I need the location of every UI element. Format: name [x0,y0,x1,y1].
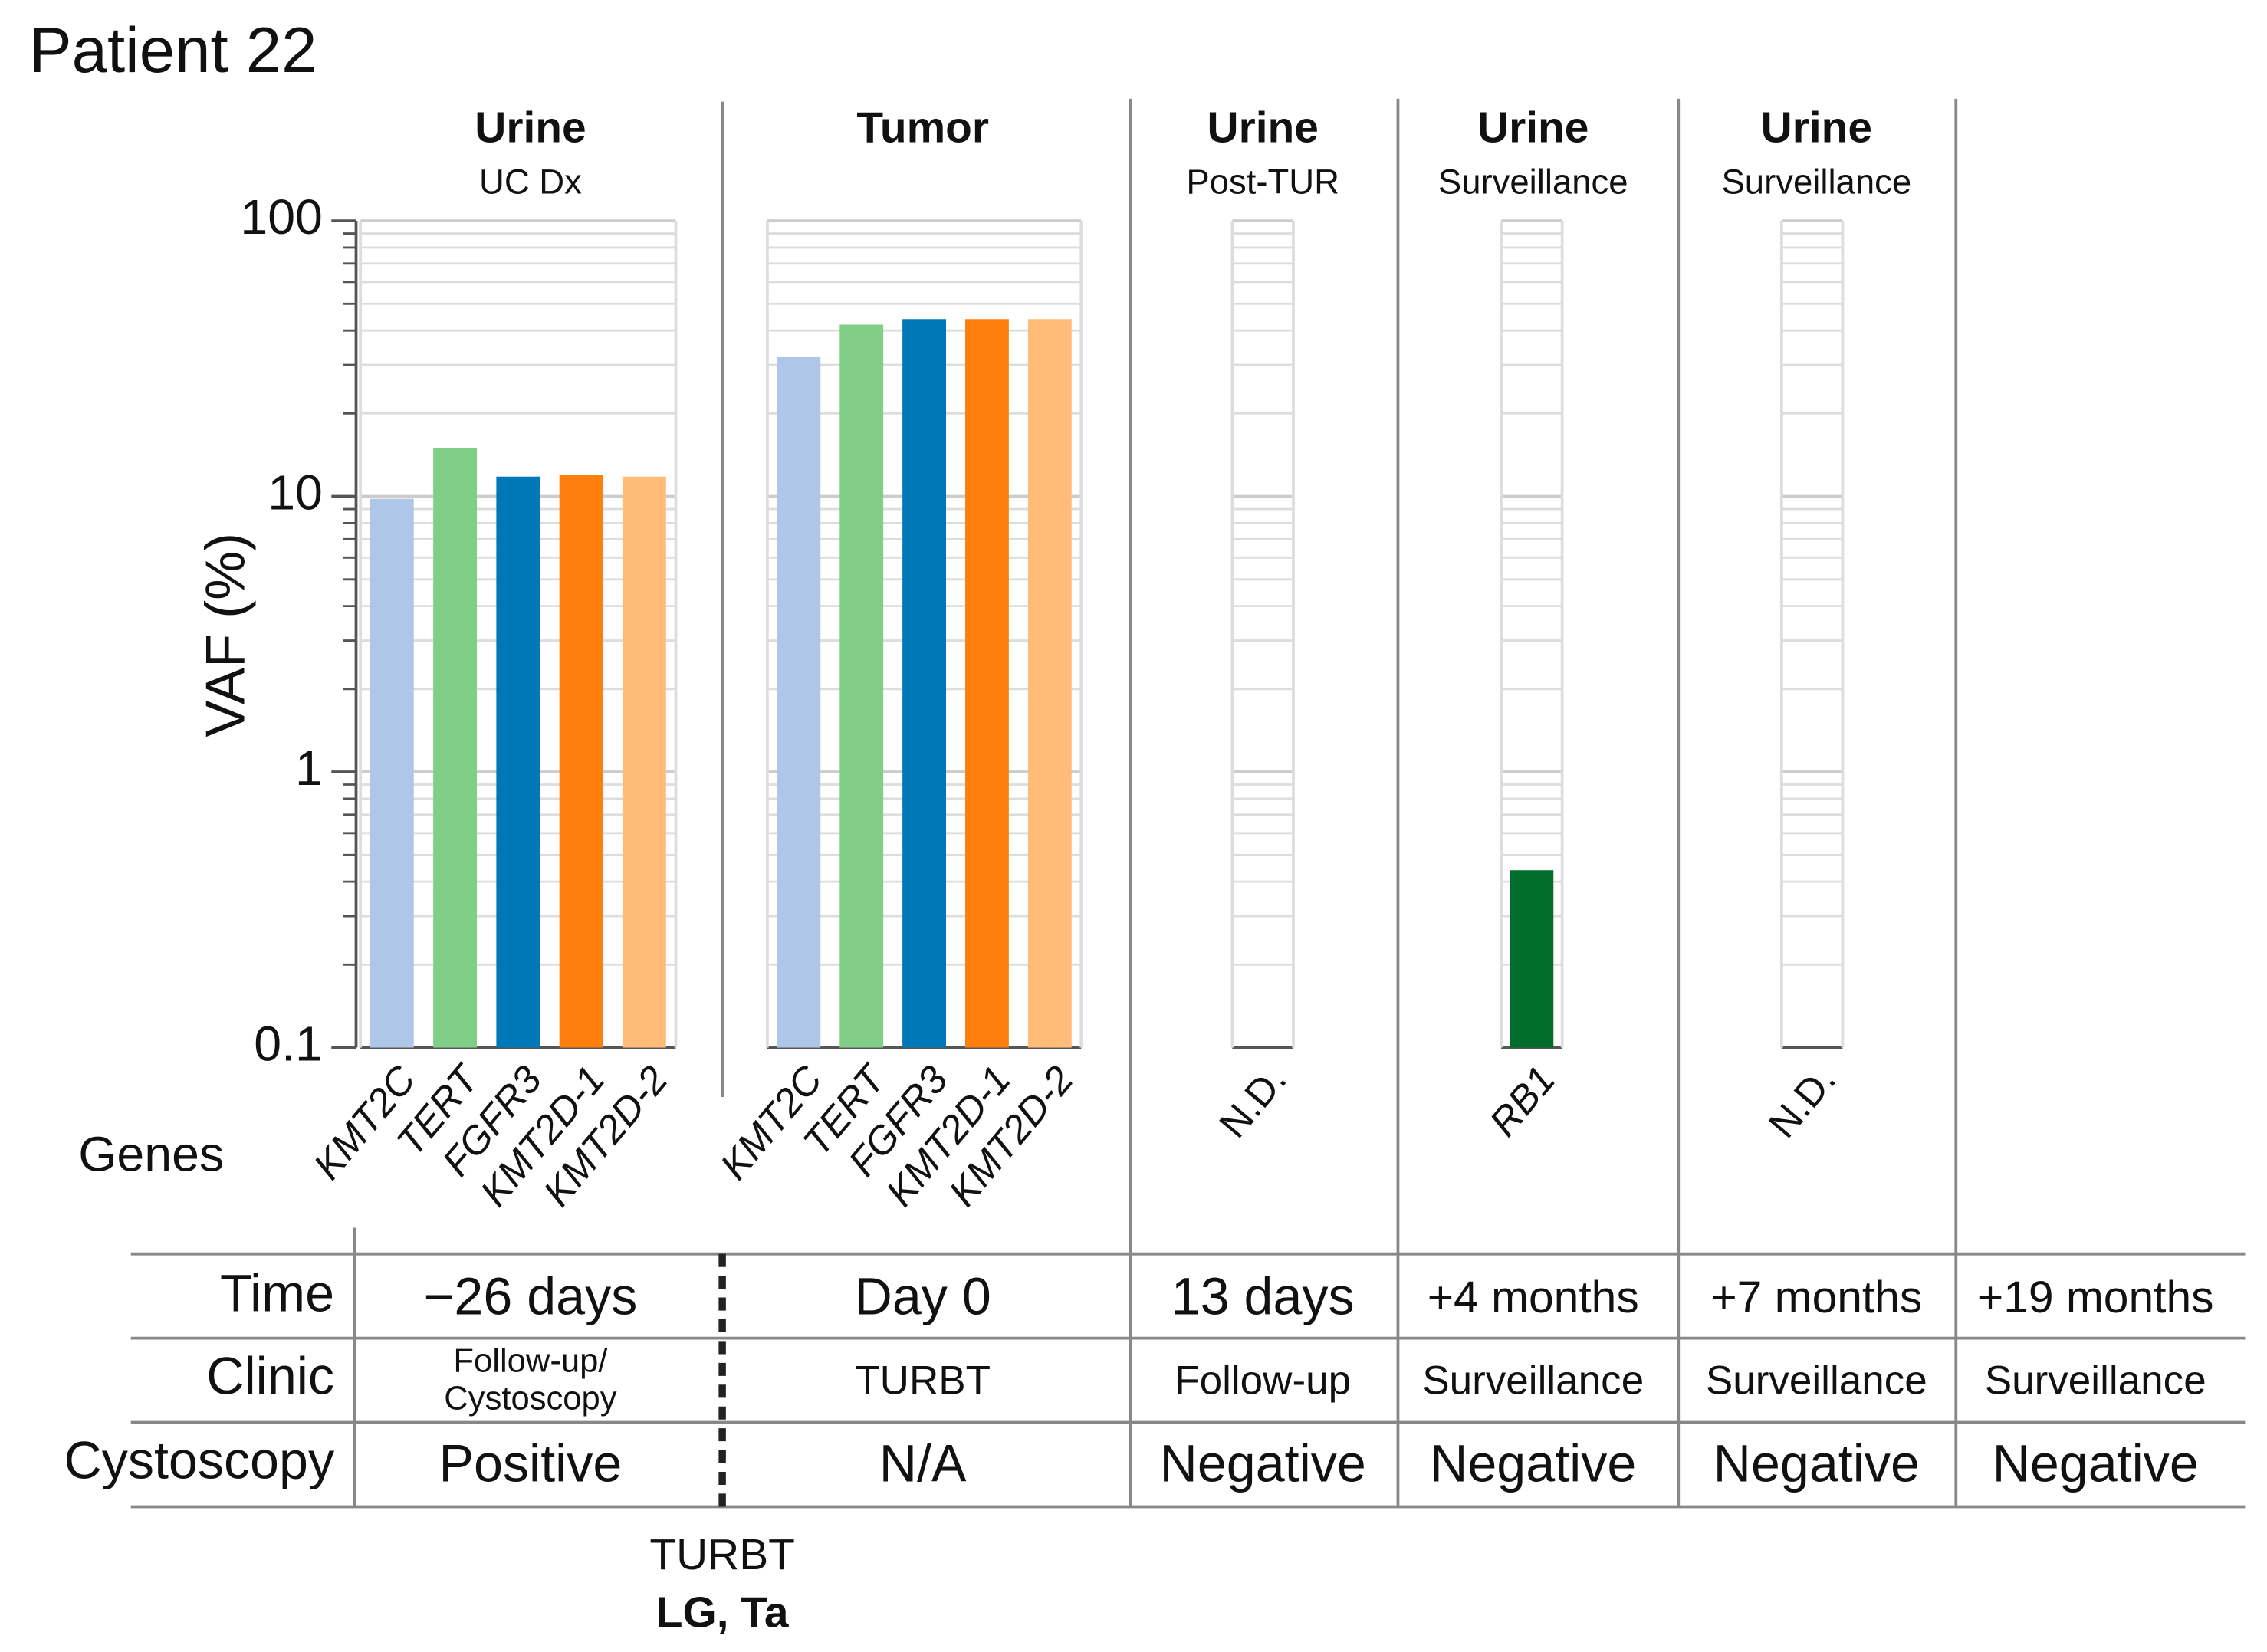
bar [1027,319,1072,1048]
x-tick-label: N.D. [1760,1058,1844,1146]
table-cell: Day 0 [855,1267,991,1325]
table-cell: Follow-up [1175,1358,1351,1403]
table-cell: Negative [1430,1434,1636,1493]
bar [1510,870,1554,1048]
table-cell: Negative [1713,1434,1920,1493]
table-cell: Positive [439,1434,622,1493]
annotation: TURBT [649,1531,795,1579]
bar [839,324,884,1048]
y-tick-label: 0.1 [254,1016,323,1072]
bar [902,319,947,1048]
x-axis-label: Genes [78,1127,224,1182]
y-tick-label: 1 [295,741,323,796]
table-cell: N/A [879,1434,967,1493]
panel-title: Tumor [856,104,989,153]
x-tick-label: N.D. [1211,1058,1294,1146]
panel-subtitle: Post-TUR [1186,163,1339,202]
row-label: Time [220,1265,334,1323]
table-cell: 13 days [1171,1267,1355,1325]
table-cell: +19 months [1977,1273,2214,1322]
table-cell: −26 days [424,1267,638,1325]
table-cell: +7 months [1710,1273,1922,1322]
bar [777,356,821,1048]
table-cell: Negative [1160,1434,1366,1493]
y-tick-label: 10 [268,465,323,521]
bar [496,476,540,1048]
bar [433,448,477,1048]
x-tick-label: RB1 [1481,1058,1564,1145]
panel-title: Urine [475,104,586,153]
figure-title: Patient 22 [29,15,317,86]
table-cell: Surveillance [1985,1358,2206,1403]
table-cell: Cystoscopy [444,1381,616,1417]
y-tick-label: 100 [240,189,323,245]
bar [965,319,1009,1048]
bar [622,476,666,1048]
bar [370,498,414,1048]
bar [559,475,603,1048]
table-cell: Surveillance [1706,1358,1927,1403]
panel-title: Urine [1207,104,1319,153]
row-label: Clinic [206,1348,334,1406]
panel-title: Urine [1761,104,1872,153]
panel-title: Urine [1477,104,1589,153]
panel-subtitle: Surveillance [1438,163,1628,202]
table-cell: Surveillance [1422,1358,1644,1403]
row-label: Cystoscopy [64,1432,334,1490]
annotation: LG, Ta [656,1589,789,1637]
table-cell: +4 months [1428,1273,1639,1322]
table-cell: Negative [1993,1434,2199,1493]
panel-subtitle: Surveillance [1721,163,1911,202]
panel-subtitle: UC Dx [479,163,582,202]
table-cell: Follow-up/ [453,1342,608,1379]
y-axis-label: VAF (%) [195,533,257,737]
table-cell: TURBT [855,1358,991,1403]
